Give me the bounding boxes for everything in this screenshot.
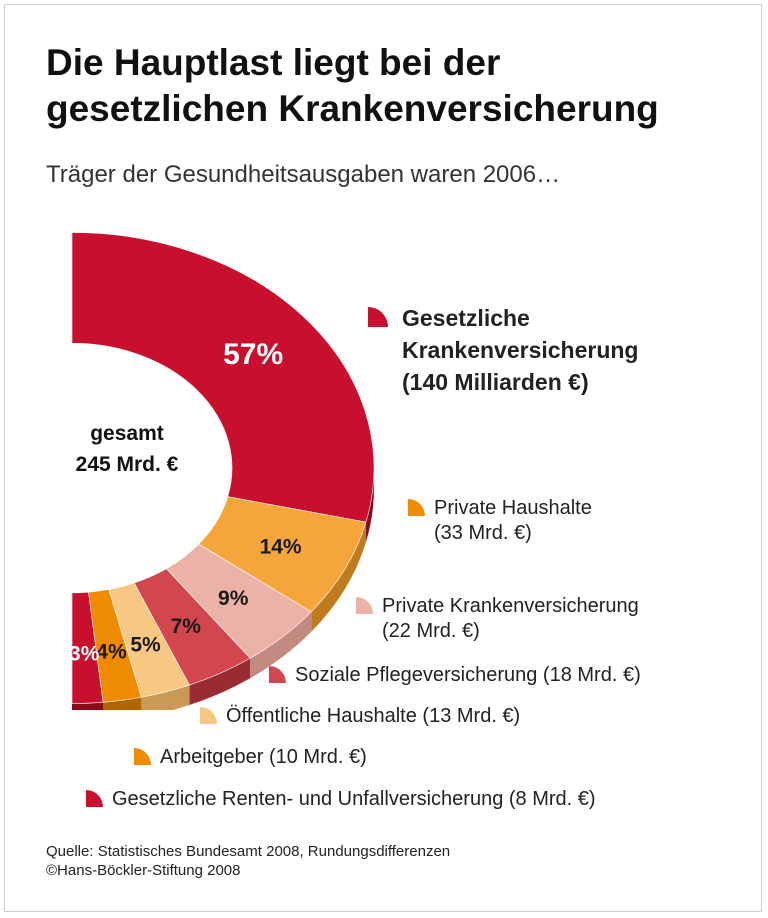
legend-label-gru: Gesetzliche Renten- und Unfallversicheru… [112,788,596,810]
legend-swatch-gkv [368,307,388,327]
legend-label-pkv-1: Private Krankenversicherung [382,595,639,617]
slice-label-0: 57% [223,338,283,371]
legend-label-ph-2: (33 Mrd. €) [434,522,532,544]
legend-swatch-arbeitgeber [134,748,151,765]
chart-subtitle: Träger der Gesundheitsausgaben waren 200… [46,161,561,188]
legend-swatch-renten-unfall [86,790,103,807]
slice-side-1 [311,522,366,632]
slice-label-4: 5% [130,634,161,657]
slice-label-2: 9% [218,587,249,610]
title-line-1: Die Hauptlast liegt bei der [46,42,501,83]
center-label-line-1: gesamt [90,422,164,445]
donut-chart: 57% 14% 9% 7% 5%4%3% [69,232,375,710]
legend-swatch-oeffentliche-haushalte [200,707,217,724]
slice-label-3: 7% [171,615,202,638]
title-line-2: gesetzlichen Krankenversicherung [46,88,659,129]
slice-side-0 [365,468,374,543]
slice-label-5: 4% [96,640,127,663]
chart-title: Die Hauptlast liegt bei der gesetzlichen… [46,40,659,132]
source-note: Quelle: Statistisches Bundesamt 2008, Ru… [46,842,450,880]
source-line-1: Quelle: Statistisches Bundesamt 2008, Ru… [46,843,451,860]
legend-label-oeh: Öffentliche Haushalte (13 Mrd. €) [226,705,521,727]
center-total-label: gesamt 245 Mrd. € [52,418,202,480]
legend-label-gkv-2: Krankenversicherung [402,337,639,363]
legend-label-ph-1: Private Haushalte [434,497,592,519]
slice-side-4 [141,685,190,710]
legend-label-pkv-2: (22 Mrd. €) [382,620,480,642]
legend-label-spv: Soziale Pflegeversicherung (18 Mrd. €) [295,664,641,686]
legend-label-gkv-1: Gesetzliche [402,305,530,331]
chart-frame [4,4,762,912]
legend-swatch-private-haushalte [408,499,425,516]
slice-6 [71,591,104,704]
slice-0 [71,232,375,523]
legend-swatch-soziale-pflege [269,666,286,683]
legend-label-ag: Arbeitgeber (10 Mrd. €) [160,746,367,768]
slice-label-6: 3% [69,643,100,666]
legend-swatch-private-kv [356,597,373,614]
slice-side-2 [250,611,312,679]
slice-label-1: 14% [260,535,302,558]
slice-side-3 [189,658,251,706]
legend-label-gkv-3: (140 Milliarden €) [402,369,589,395]
center-label-line-2: 245 Mrd. € [75,453,179,476]
slice-side-6 [72,702,104,710]
source-line-2: ©Hans-Böckler-Stiftung 2008 [46,862,241,879]
slice-side-5 [103,697,142,710]
